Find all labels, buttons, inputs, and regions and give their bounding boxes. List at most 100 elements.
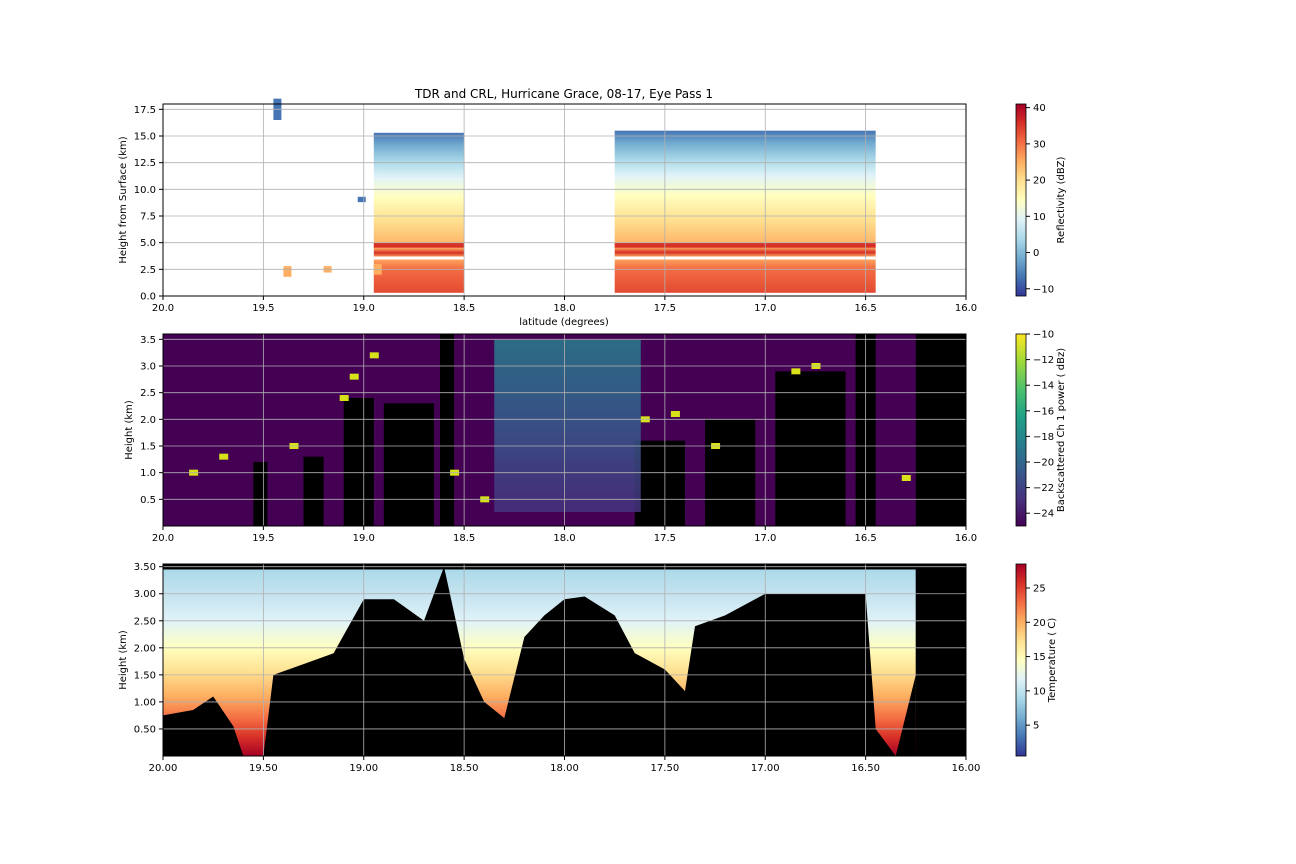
aerosol-haze <box>494 340 641 512</box>
x-tick-label: 18.5 <box>453 303 475 314</box>
x-tick-label: 16.50 <box>851 763 880 774</box>
y-tick-label: 1.50 <box>134 670 156 681</box>
colorbar-tick-label: −20 <box>1033 458 1054 469</box>
y-tick-label: 2.0 <box>140 415 156 426</box>
panel2-x-ticks: 20.0 19.5 19.0 18.5 18.0 17.5 17.0 16.5 16.0 <box>152 526 977 544</box>
colorbar-tick-label: −10 <box>1033 330 1054 341</box>
panel2-grid <box>162 334 967 526</box>
no-data-region <box>915 564 966 756</box>
y-tick-label: 0.5 <box>140 495 156 506</box>
x-tick-label: 19.50 <box>249 763 278 774</box>
colorbar-tick-label: −22 <box>1033 483 1054 494</box>
attenuated-column <box>440 334 455 526</box>
panel1-x-ticks: 20.0 19.5 19.0 18.5 18.0 17.5 17.0 16.5 16.0 <box>152 296 977 314</box>
x-tick-label: 18.00 <box>550 763 579 774</box>
x-tick-label: 17.00 <box>751 763 780 774</box>
colorbar-tick-label: 30 <box>1033 139 1046 150</box>
y-tick-label: 10.0 <box>134 185 156 196</box>
colorbar-tick-label: 25 <box>1033 584 1046 595</box>
cloud-return <box>791 368 801 375</box>
colorbar-tick-label: −14 <box>1033 381 1054 392</box>
y-tick-label: 1.00 <box>134 697 156 708</box>
y-tick-label: 12.5 <box>134 158 156 169</box>
y-tick-label: 17.5 <box>134 105 156 116</box>
y-tick-label: 0.0 <box>140 292 156 303</box>
panel1-x-axis-label: latitude (degrees) <box>519 317 609 328</box>
bright-band-gap <box>614 256 876 260</box>
colorbar-tick-label: 20 <box>1033 618 1046 629</box>
x-tick-label: 20.00 <box>149 763 178 774</box>
colorbar-tick-label: −10 <box>1033 284 1054 295</box>
colorbar-tick-label: −16 <box>1033 406 1054 417</box>
cloud-return <box>670 411 680 417</box>
colorbar-tick-label: 0 <box>1033 248 1039 259</box>
y-tick-label: 7.5 <box>140 212 156 223</box>
colorbar-tick-label: 40 <box>1033 103 1046 114</box>
cloud-return <box>901 475 911 481</box>
panel3-temperature-field <box>163 564 966 756</box>
x-tick-label: 19.5 <box>252 533 274 544</box>
x-tick-label: 18.0 <box>553 533 575 544</box>
y-tick-label: 3.00 <box>134 589 156 600</box>
attenuated-column <box>253 462 268 526</box>
x-tick-label: 19.0 <box>353 303 375 314</box>
cloud-return <box>349 373 359 380</box>
reflectivity-panel: TDR and CRL, Hurricane Grace, 08-17, Eye… <box>118 87 1067 328</box>
x-tick-label: 17.50 <box>651 763 680 774</box>
x-tick-label: 20.0 <box>152 303 174 314</box>
panel2-colorbar-label: Backscattered Ch 1 power ( dBz) <box>1056 348 1067 512</box>
bright-band <box>373 242 465 248</box>
y-tick-label: 0.50 <box>134 724 156 735</box>
colorbar-tick-label: 5 <box>1033 721 1039 732</box>
temperature-panel: 20.00 19.50 19.00 18.50 18.00 17.50 17.00 16.50… <box>118 562 1058 774</box>
attenuated-column <box>775 371 846 526</box>
panel1-colorbar <box>1015 103 1027 297</box>
panel3-colorbar-label: Temperature ( C) <box>1047 618 1058 704</box>
x-tick-label: 19.00 <box>349 763 378 774</box>
panel1-y-ticks: 0.0 2.5 5.0 7.5 10.0 12.5 15.0 17.5 <box>134 105 163 303</box>
attenuated-column <box>634 440 685 526</box>
panel3-y-ticks: 0.50 1.00 1.50 2.00 2.50 3.00 3.50 <box>134 562 163 735</box>
y-tick-label: 15.0 <box>134 132 156 143</box>
x-tick-label: 16.00 <box>952 763 981 774</box>
colorbar-tick-label: −12 <box>1033 355 1054 366</box>
panel3-colorbar <box>1015 563 1027 757</box>
y-tick-label: 2.00 <box>134 643 156 654</box>
reflectivity-echo <box>357 196 366 203</box>
panel2-backscatter-cells <box>189 334 966 526</box>
x-tick-label: 18.50 <box>450 763 479 774</box>
panel3-y-axis-label: Height (km) <box>118 630 129 690</box>
y-tick-label: 1.5 <box>140 442 156 453</box>
cloud-return <box>369 352 379 359</box>
panel1-echo-cells <box>273 98 876 293</box>
x-tick-label: 18.5 <box>453 533 475 544</box>
attenuated-column <box>343 398 374 526</box>
cloud-return <box>339 395 349 401</box>
x-tick-label: 17.0 <box>754 303 776 314</box>
x-tick-label: 19.0 <box>353 533 375 544</box>
y-tick-label: 3.50 <box>134 562 156 573</box>
colorbar-tick-label: 15 <box>1033 652 1046 663</box>
lidar-backscatter-panel: 20.0 19.5 19.0 18.5 18.0 17.5 17.0 16.5 16.0 0.5… <box>124 330 1067 545</box>
panel2-colorbar-ticks: −24 −22 −20 −18 −16 −14 −12 −10 <box>1026 330 1054 520</box>
y-tick-label: 3.5 <box>140 335 156 346</box>
bright-band <box>614 242 876 248</box>
colorbar-tick-label: −18 <box>1033 432 1054 443</box>
bright-band-gap <box>373 256 465 260</box>
x-tick-label: 19.5 <box>252 303 274 314</box>
reflectivity-echo <box>283 266 292 277</box>
surface-mask <box>163 566 916 756</box>
x-tick-label: 17.5 <box>654 303 676 314</box>
panel3-x-ticks: 20.00 19.50 19.00 18.50 18.00 17.50 17.00 16.50… <box>149 756 981 774</box>
cloud-return <box>219 453 229 460</box>
colorbar-tick-label: −24 <box>1033 509 1054 520</box>
panel3-colorbar-ticks: 5 10 15 20 25 <box>1026 584 1046 732</box>
x-tick-label: 16.5 <box>854 303 876 314</box>
panel2-y-axis-label: Height (km) <box>124 400 135 460</box>
colorbar-tick-label: 20 <box>1033 176 1046 187</box>
panel1-colorbar-ticks: −10 0 10 20 30 40 <box>1026 103 1054 295</box>
x-tick-label: 16.0 <box>955 533 977 544</box>
reflectivity-block <box>614 130 876 293</box>
y-tick-label: 2.50 <box>134 616 156 627</box>
